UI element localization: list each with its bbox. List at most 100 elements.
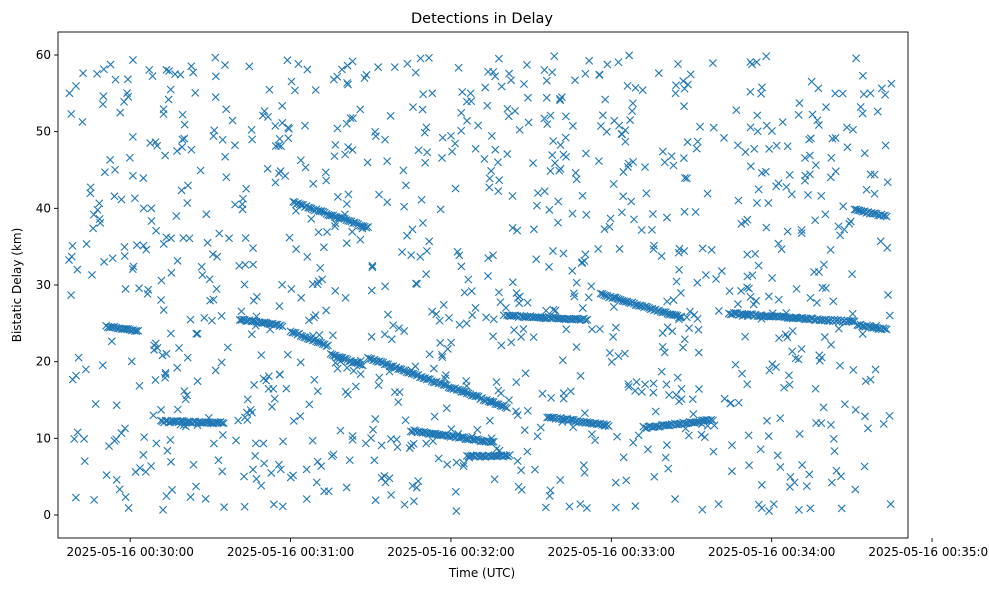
data-point [411,68,420,77]
data-point [860,412,869,421]
data-point [714,306,723,315]
data-point [647,423,656,432]
data-point [510,326,519,335]
data-point [741,217,750,226]
data-point [683,80,692,89]
x-tick-label: 2025-05-16 00:34:00 [708,545,835,559]
data-point [218,431,227,439]
data-point [419,90,428,99]
data-point [341,150,350,159]
data-point [462,319,471,328]
data-point [157,276,166,285]
data-point [115,485,124,494]
data-point [694,325,703,334]
data-point [422,439,431,448]
data-point [342,199,351,208]
data-point [676,288,685,297]
x-tick-label: 2025-05-16 00:35:00 [868,545,989,559]
data-point [108,323,117,332]
data-point [605,348,614,357]
data-point [337,65,346,74]
data-point [566,415,575,424]
data-point [459,459,468,468]
data-point [685,324,694,333]
data-point [744,431,753,440]
x-tick-label: 2025-05-16 00:33:00 [548,545,675,559]
data-point [746,87,755,96]
data-point [826,245,835,254]
data-point [209,439,218,448]
data-point [649,245,658,254]
data-point [460,288,469,297]
data-point [637,226,646,234]
data-point [322,176,331,185]
data-point [98,100,107,109]
data-point [381,478,390,487]
data-point [559,249,568,258]
data-point [245,62,254,71]
data-point [832,466,841,475]
data-point [675,244,684,253]
data-point [685,307,694,316]
data-point [694,348,703,357]
data-point [141,467,150,476]
data-point [785,380,794,389]
data-point [851,405,860,414]
data-point [368,263,377,272]
data-point [219,419,228,428]
data-point [772,141,781,150]
data-point [495,176,504,185]
data-point [67,110,76,119]
data-point [264,372,273,381]
data-point [581,250,590,259]
data-point [452,458,461,467]
data-point [112,401,121,410]
data-point [521,369,530,378]
data-point [607,357,616,366]
data-point [585,56,594,65]
data-point [806,134,815,143]
data-point [157,296,166,305]
data-point [162,233,171,242]
data-point [572,278,581,287]
data-point [457,126,466,135]
data-point [258,111,267,120]
data-point [175,344,184,352]
data-point [93,69,102,78]
data-point [284,134,293,143]
data-point [727,467,736,476]
data-point [657,367,666,376]
data-point [486,398,495,407]
data-point [375,373,384,382]
x-tick-label: 2025-05-16 00:31:00 [227,545,354,559]
data-point [700,433,709,442]
data-point [611,503,620,512]
data-point [805,170,814,179]
data-point [183,181,192,190]
data-point [529,225,538,234]
data-point [493,158,502,167]
data-point [837,504,846,513]
data-point [435,316,444,325]
data-point [562,325,571,334]
data-point [309,205,318,214]
y-tick-label: 30 [36,278,51,292]
data-point [167,268,176,277]
data-point [720,133,728,142]
data-point [768,274,777,282]
data-point [663,323,672,332]
data-point [153,141,162,150]
data-point [278,118,287,127]
data-point [68,241,77,250]
data-point [775,334,784,343]
data-point [346,114,355,123]
data-point [414,477,423,486]
data-point [772,363,780,372]
data-point [820,333,829,342]
data-point [680,102,689,111]
data-point [447,384,456,393]
data-point [67,291,76,300]
data-point [71,82,80,91]
data-point [356,370,365,379]
data-point [74,353,83,362]
